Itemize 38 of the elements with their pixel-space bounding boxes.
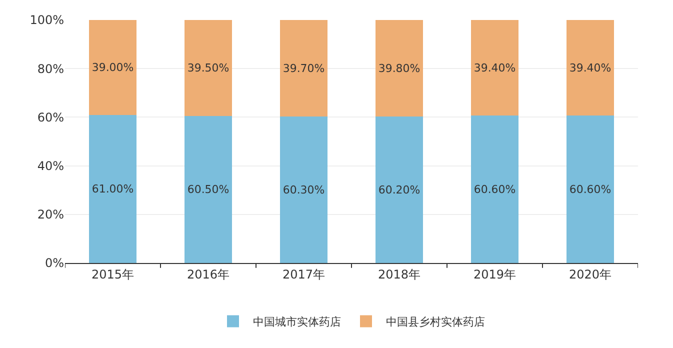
- data-label: 39.80%: [378, 62, 420, 76]
- x-tick-label: 2017年: [282, 267, 326, 282]
- legend-label: 中国城市实体药店: [253, 316, 341, 329]
- y-tick-label: 80%: [37, 62, 64, 76]
- bar: [280, 20, 328, 116]
- bar: [88, 114, 137, 263]
- bar: [88, 20, 137, 115]
- data-label: 39.40%: [569, 62, 612, 75]
- bar: [566, 20, 614, 116]
- y-tick-label: 40%: [37, 159, 64, 173]
- bar: [470, 116, 519, 263]
- y-tick-label: 0%: [44, 256, 64, 270]
- bar: [375, 116, 424, 263]
- x-tick-label: 2019年: [473, 267, 516, 282]
- data-label: 39.40%: [474, 62, 516, 75]
- y-tick-label: 100%: [30, 13, 64, 28]
- data-label: 39.50%: [187, 62, 230, 75]
- x-tick-label: 2015年: [91, 267, 134, 282]
- data-label: 60.30%: [282, 183, 325, 196]
- bar: [566, 116, 614, 263]
- data-label: 60.50%: [187, 183, 230, 196]
- data-label: 61.00%: [92, 182, 134, 196]
- data-label: 60.60%: [474, 183, 516, 196]
- bar: [470, 20, 519, 116]
- data-label: 39.70%: [282, 62, 325, 75]
- x-tick-label: 2018年: [378, 267, 421, 282]
- y-tick-label: 20%: [37, 208, 64, 222]
- data-label: 60.60%: [569, 183, 612, 196]
- bar: [280, 116, 328, 263]
- y-tick-label: 60%: [37, 110, 64, 124]
- x-tick-label: 2016年: [186, 267, 230, 282]
- bar: [184, 20, 232, 116]
- bar: [375, 20, 424, 117]
- legend-label: 中国县乡村实体药店: [386, 316, 485, 329]
- data-label: 39.00%: [92, 61, 134, 74]
- data-label: 60.20%: [378, 184, 420, 197]
- x-tick-label: 2020年: [568, 267, 612, 282]
- bar: [184, 116, 232, 263]
